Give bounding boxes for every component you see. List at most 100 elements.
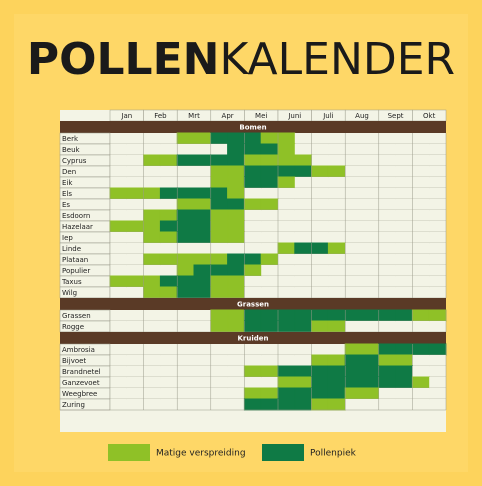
pollen-cell (429, 254, 446, 265)
pollen-cell (345, 199, 362, 210)
pollen-cell (412, 144, 429, 155)
month-label: Mrt (188, 112, 200, 120)
pollen-cell (345, 188, 362, 199)
pollen-cell (412, 166, 429, 177)
pollen-cell (110, 177, 127, 188)
pollen-cell (379, 177, 396, 188)
pollen-cell (295, 199, 312, 210)
pollen-cell (429, 355, 446, 366)
pollen-cell (211, 388, 228, 399)
pollen-cell (244, 243, 261, 254)
pollen-cell (228, 210, 245, 221)
pollen-cell (379, 232, 396, 243)
pollen-cell (127, 155, 144, 166)
pollen-cell (295, 155, 312, 166)
pollen-cell (261, 188, 278, 199)
pollen-cell (278, 254, 295, 265)
pollen-cell (295, 377, 312, 388)
pollen-cell (110, 388, 127, 399)
pollen-cell (127, 388, 144, 399)
pollen-cell (379, 155, 396, 166)
row-name: Taxus (61, 278, 82, 286)
pollen-cell (362, 388, 379, 399)
title: POLLENKALENDER (27, 34, 455, 85)
pollen-cell (160, 287, 177, 298)
pollen-cell (177, 265, 194, 276)
pollen-cell (429, 199, 446, 210)
pollen-cell (295, 355, 312, 366)
pollen-cell (211, 377, 228, 388)
pollen-cell (295, 144, 312, 155)
pollen-cell (379, 254, 396, 265)
pollen-cell (144, 199, 161, 210)
pollen-cell (127, 199, 144, 210)
pollen-cell (244, 399, 261, 410)
row-name: Brandnetel (62, 368, 101, 376)
pollen-cell (379, 366, 396, 377)
pollen-cell (278, 221, 295, 232)
pollen-cell (127, 377, 144, 388)
pollen-cell (278, 177, 295, 188)
pollen-cell (127, 287, 144, 298)
pollen-cell (110, 166, 127, 177)
pollen-cell (362, 287, 379, 298)
pollen-cell (261, 321, 278, 332)
pollen-cell (211, 287, 228, 298)
pollen-cell (412, 388, 429, 399)
pollen-cell (312, 310, 329, 321)
pollen-cell (396, 221, 413, 232)
pollen-cell (328, 321, 345, 332)
pollen-cell (312, 388, 329, 399)
pollen-cell (412, 355, 429, 366)
pollen-cell (127, 344, 144, 355)
pollen-cell (396, 155, 413, 166)
pollen-cell (295, 166, 312, 177)
pollen-cell (160, 144, 177, 155)
pollen-cell (177, 321, 194, 332)
pollen-cell (194, 366, 211, 377)
pollen-cell (328, 144, 345, 155)
pollen-cell (177, 177, 194, 188)
pollen-cell (261, 366, 278, 377)
pollen-cell (379, 355, 396, 366)
row-name: Ganzevoet (62, 379, 100, 387)
pollen-cell (362, 321, 379, 332)
pollen-cell (144, 155, 161, 166)
pollen-cell (379, 188, 396, 199)
pollen-cell (278, 265, 295, 276)
pollen-cell (110, 221, 127, 232)
pollen-cell (244, 276, 261, 287)
pollen-cell (110, 355, 127, 366)
pollen-cell (278, 355, 295, 366)
row-name: Bijvoet (62, 357, 86, 365)
row-name: Plataan (62, 256, 88, 264)
pollen-cell (278, 232, 295, 243)
pollen-cell (160, 377, 177, 388)
row-name: Es (62, 201, 70, 209)
pollen-cell (345, 399, 362, 410)
pollen-cell (312, 287, 329, 298)
pollen-cell (244, 377, 261, 388)
pollen-cell (244, 254, 261, 265)
pollen-cell (177, 377, 194, 388)
pollen-cell (362, 254, 379, 265)
pollen-cell (429, 166, 446, 177)
legend-label: Matige verspreiding (156, 449, 246, 459)
pollen-cell (144, 221, 161, 232)
pollen-cell (194, 155, 211, 166)
pollen-cell (312, 265, 329, 276)
pollen-cell (177, 210, 194, 221)
pollen-cell (110, 399, 127, 410)
pollen-cell (261, 377, 278, 388)
pollen-cell (127, 133, 144, 144)
pollen-cell (244, 155, 261, 166)
pollen-cell (345, 310, 362, 321)
pollen-cell (194, 144, 211, 155)
pollen-cell (412, 177, 429, 188)
pollen-cell (328, 388, 345, 399)
pollen-cell (160, 344, 177, 355)
pollen-cell (278, 366, 295, 377)
pollen-cell (144, 344, 161, 355)
pollen-cell (160, 321, 177, 332)
row-name: Linde (62, 245, 81, 253)
